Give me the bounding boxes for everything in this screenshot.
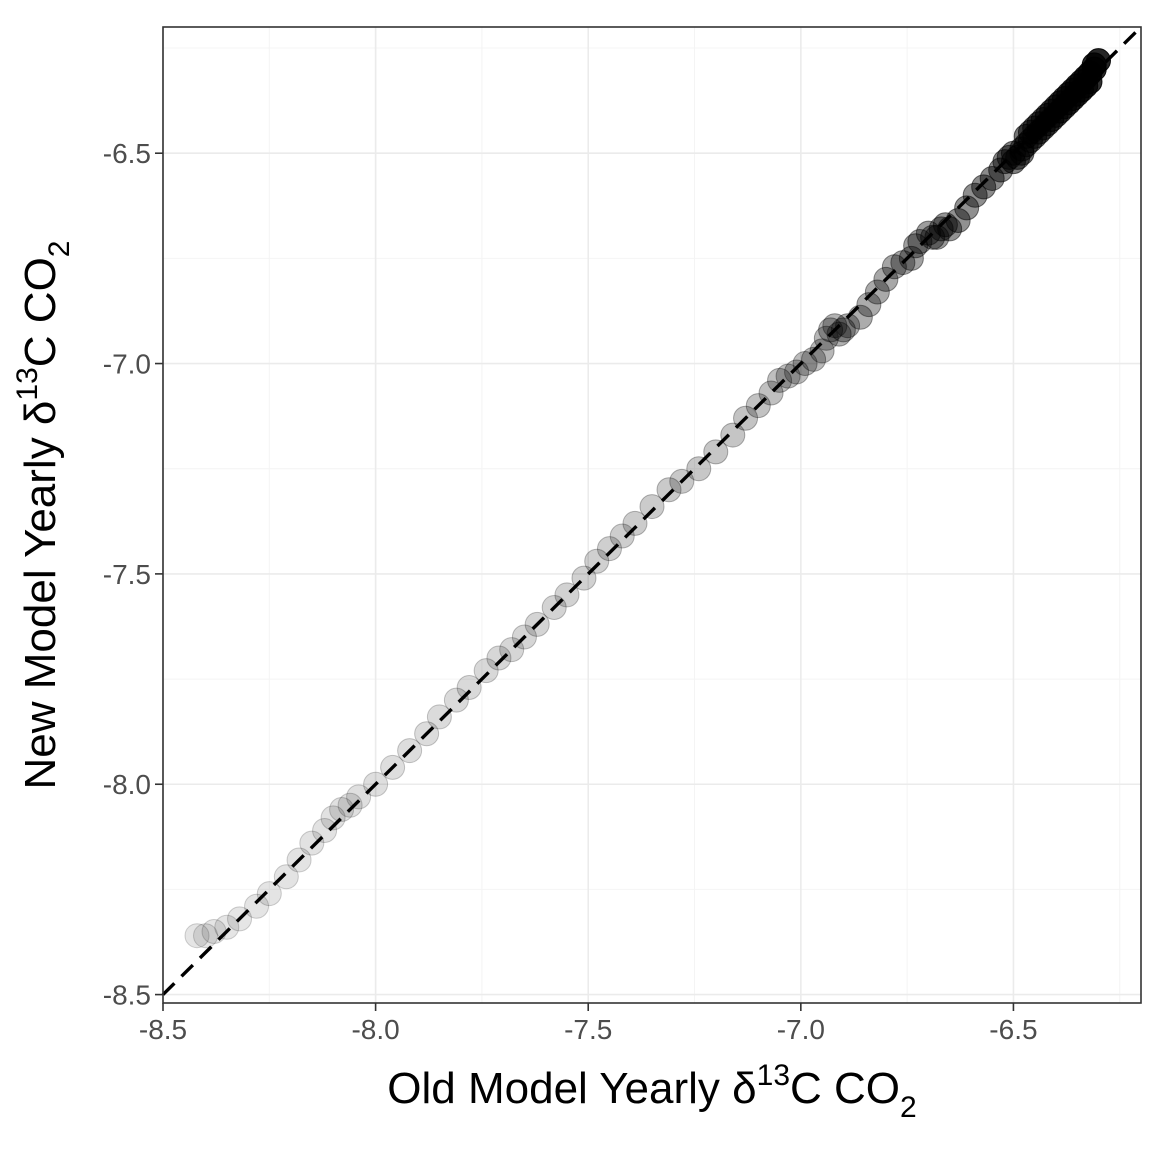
x-tick-label: -6.5: [989, 1014, 1037, 1045]
data-point: [273, 864, 299, 890]
x-tick-label: -7.0: [777, 1014, 825, 1045]
minor-gridlines-x: [268, 27, 1121, 1003]
data-point: [584, 548, 610, 574]
data-point: [822, 313, 848, 339]
x-tick-label: -8.5: [139, 1014, 187, 1045]
data-point: [954, 195, 980, 221]
data-point: [784, 359, 810, 385]
data-point: [244, 893, 270, 919]
x-axis-title: Old Model Yearly δ13C CO2: [387, 1059, 916, 1124]
data-points: [184, 48, 1111, 949]
major-gridlines-y: [163, 152, 1141, 996]
data-point: [320, 805, 346, 831]
y-tick-label: -7.0: [103, 349, 151, 380]
data-point: [792, 351, 818, 377]
data-point: [622, 510, 648, 536]
data-point: [835, 313, 861, 339]
data-point: [337, 792, 363, 818]
data-point: [312, 818, 338, 844]
data-point: [907, 229, 933, 255]
data-point: [456, 674, 482, 700]
x-axis-ticks: -8.5 -8.0 -7.5 -7.0 -6.5: [139, 1003, 1038, 1045]
data-point: [818, 317, 844, 343]
data-point: [881, 254, 907, 280]
data-point: [256, 881, 282, 907]
data-point: [184, 923, 210, 949]
y-tick-label: -7.5: [103, 559, 151, 590]
data-point: [915, 220, 941, 246]
data-point: [801, 346, 827, 372]
data-point: [920, 224, 946, 250]
data-point: [864, 279, 890, 305]
data-point: [639, 494, 665, 520]
data-point: [426, 704, 452, 730]
data-point: [830, 317, 856, 343]
data-point: [473, 658, 499, 684]
panel-border: [162, 26, 1142, 1004]
data-point: [609, 523, 635, 549]
minor-gridlines-y: [163, 47, 1141, 890]
data-point: [486, 645, 512, 671]
data-point: [703, 439, 729, 465]
data-point: [903, 233, 929, 259]
data-point: [346, 784, 372, 810]
data-point: [596, 536, 622, 562]
data-point: [214, 914, 240, 940]
data-point: [767, 367, 793, 393]
y-axis-ticks: -8.5 -8.0 -7.5 -7.0 -6.5: [103, 138, 163, 1011]
data-point: [443, 687, 469, 713]
data-point: [924, 224, 950, 250]
y-tick-label: -8.0: [103, 769, 151, 800]
data-point: [928, 216, 954, 242]
data-point: [656, 477, 682, 503]
data-point: [329, 796, 355, 822]
data-point: [299, 830, 325, 856]
data-point: [826, 321, 852, 347]
data-point: [809, 338, 835, 364]
y-tick-label: -8.5: [103, 980, 151, 1011]
x-tick-label: -8.0: [351, 1014, 399, 1045]
data-point: [898, 245, 924, 271]
data-point: [193, 923, 219, 949]
y-axis-title: New Model Yearly δ13C CO2: [11, 241, 76, 790]
data-point: [720, 422, 746, 448]
data-point: [1085, 48, 1111, 74]
y-tick-label: -6.5: [103, 138, 151, 169]
data-point: [856, 292, 882, 318]
data-point: [686, 456, 712, 482]
x-tick-label: -7.5: [564, 1014, 612, 1045]
identity-reference-line: [161, 25, 1143, 996]
